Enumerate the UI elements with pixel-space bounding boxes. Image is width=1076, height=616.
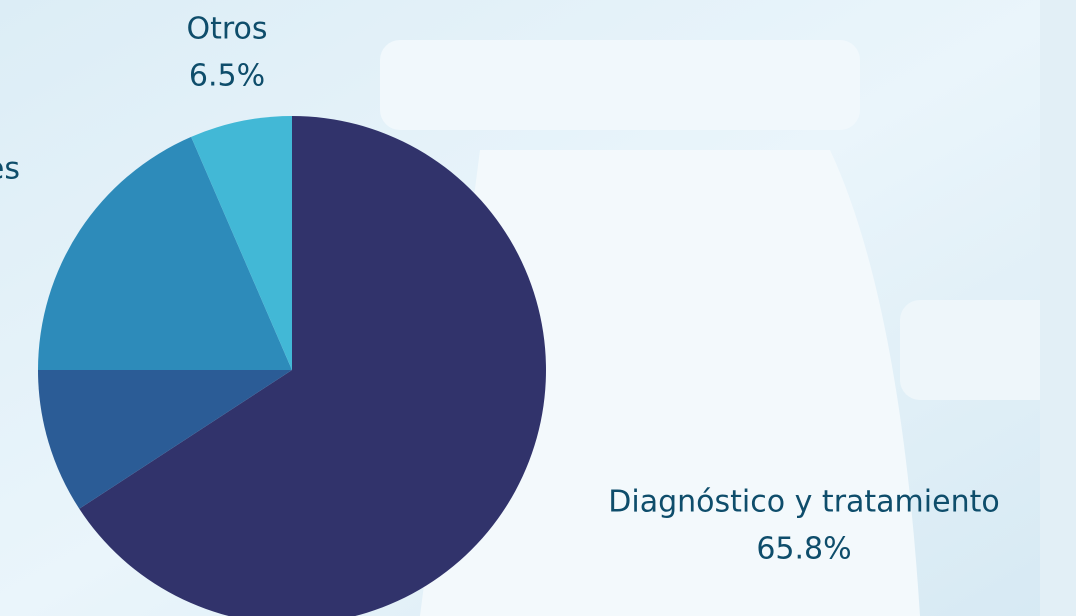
- background-shape: [420, 150, 920, 616]
- background-shape: [380, 40, 860, 130]
- slice-label: Diagnóstico y tratamiento: [608, 485, 999, 520]
- slice-label: Otros: [186, 12, 267, 47]
- slice-label: es: [0, 152, 20, 187]
- background-shape: [900, 300, 1076, 400]
- pie-slice: [79, 116, 546, 616]
- pie-slice: [38, 136, 292, 370]
- background-shape: [1040, 0, 1076, 616]
- value-label: 6.5%: [189, 59, 265, 94]
- pie-slice: [38, 370, 292, 509]
- value-label: 65.8%: [756, 532, 851, 567]
- pie-slice: [191, 116, 292, 370]
